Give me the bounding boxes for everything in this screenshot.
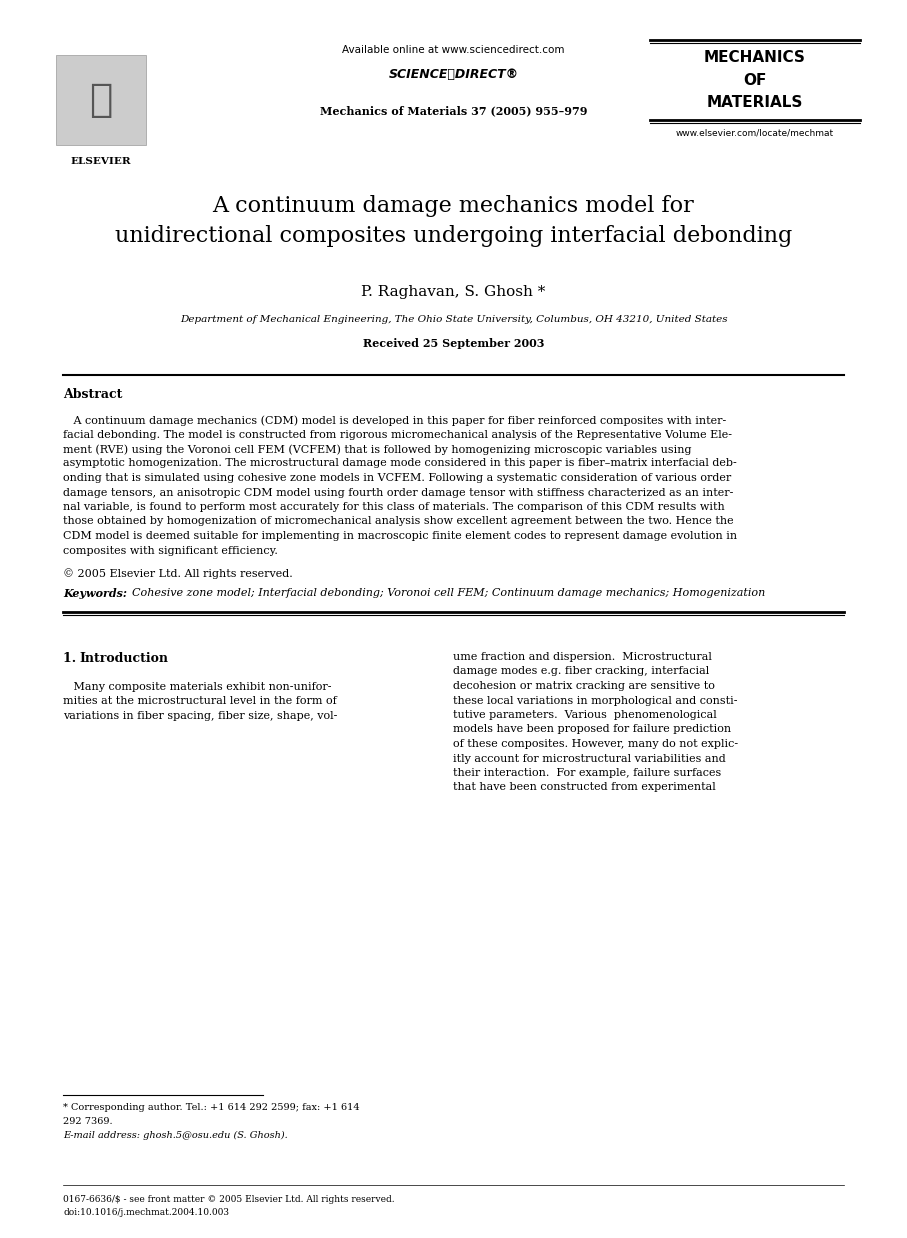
Text: CDM model is deemed suitable for implementing in macroscopic finite element code: CDM model is deemed suitable for impleme… [63, 531, 737, 541]
Text: facial debonding. The model is constructed from rigorous micromechanical analysi: facial debonding. The model is construct… [63, 430, 732, 439]
Text: composites with significant efficiency.: composites with significant efficiency. [63, 546, 278, 556]
Text: A continuum damage mechanics model for: A continuum damage mechanics model for [212, 196, 695, 217]
Text: asymptotic homogenization. The microstructural damage mode considered in this pa: asymptotic homogenization. The microstru… [63, 458, 736, 468]
Text: tutive parameters.  Various  phenomenological: tutive parameters. Various phenomenologi… [453, 711, 717, 721]
Text: P. Raghavan, S. Ghosh *: P. Raghavan, S. Ghosh * [361, 285, 546, 300]
Bar [56, 54, 146, 145]
Text: doi:10.1016/j.mechmat.2004.10.003: doi:10.1016/j.mechmat.2004.10.003 [63, 1208, 229, 1217]
Text: Department of Mechanical Engineering, The Ohio State University, Columbus, OH 43: Department of Mechanical Engineering, Th… [180, 314, 727, 324]
Text: OF: OF [744, 73, 766, 88]
Text: 292 7369.: 292 7369. [63, 1117, 112, 1127]
Text: those obtained by homogenization of micromechanical analysis show excellent agre: those obtained by homogenization of micr… [63, 516, 734, 526]
Text: Available online at www.sciencedirect.com: Available online at www.sciencedirect.co… [342, 45, 565, 54]
Text: that have been constructed from experimental: that have been constructed from experime… [453, 782, 716, 792]
Text: ume fraction and dispersion.  Microstructural: ume fraction and dispersion. Microstruct… [453, 652, 712, 662]
Text: MECHANICS: MECHANICS [704, 50, 806, 66]
Text: itly account for microstructural variabilities and: itly account for microstructural variabi… [453, 754, 726, 764]
Text: decohesion or matrix cracking are sensitive to: decohesion or matrix cracking are sensit… [453, 681, 715, 691]
Text: variations in fiber spacing, fiber size, shape, vol-: variations in fiber spacing, fiber size,… [63, 711, 337, 721]
Text: ⌖: ⌖ [89, 80, 112, 119]
Text: ment (RVE) using the Voronoi cell FEM (VCFEM) that is followed by homogenizing m: ment (RVE) using the Voronoi cell FEM (V… [63, 444, 691, 454]
Text: MATERIALS: MATERIALS [707, 95, 804, 110]
Text: Abstract: Abstract [63, 387, 122, 401]
Text: these local variations in morphological and consti-: these local variations in morphological … [453, 696, 737, 706]
Text: models have been proposed for failure prediction: models have been proposed for failure pr… [453, 724, 731, 734]
Text: E-mail address: ghosh.5@osu.edu (S. Ghosh).: E-mail address: ghosh.5@osu.edu (S. Ghos… [63, 1132, 288, 1140]
Text: of these composites. However, many do not explic-: of these composites. However, many do no… [453, 739, 738, 749]
Text: onding that is simulated using cohesive zone models in VCFEM. Following a system: onding that is simulated using cohesive … [63, 473, 731, 483]
Text: damage modes e.g. fiber cracking, interfacial: damage modes e.g. fiber cracking, interf… [453, 666, 709, 676]
Text: www.elsevier.com/locate/mechmat: www.elsevier.com/locate/mechmat [676, 128, 834, 137]
Text: * Corresponding author. Tel.: +1 614 292 2599; fax: +1 614: * Corresponding author. Tel.: +1 614 292… [63, 1103, 359, 1112]
Text: 0167-6636/$ - see front matter © 2005 Elsevier Ltd. All rights reserved.: 0167-6636/$ - see front matter © 2005 El… [63, 1195, 395, 1205]
Text: Cohesive zone model; Interfacial debonding; Voronoi cell FEM; Continuum damage m: Cohesive zone model; Interfacial debondi… [125, 588, 766, 598]
Text: unidirectional composites undergoing interfacial debonding: unidirectional composites undergoing int… [115, 225, 792, 248]
Text: Introduction: Introduction [79, 652, 168, 665]
Text: nal variable, is found to perform most accurately for this class of materials. T: nal variable, is found to perform most a… [63, 501, 725, 513]
Text: Keywords:: Keywords: [63, 588, 127, 599]
Text: Many composite materials exhibit non-unifor-: Many composite materials exhibit non-uni… [63, 682, 331, 692]
Text: ELSEVIER: ELSEVIER [71, 157, 132, 166]
Text: mities at the microstructural level in the form of: mities at the microstructural level in t… [63, 697, 336, 707]
Text: Received 25 September 2003: Received 25 September 2003 [363, 338, 544, 349]
Text: Mechanics of Materials 37 (2005) 955–979: Mechanics of Materials 37 (2005) 955–979 [320, 105, 587, 116]
Text: SCIENCEⓐDIRECT®: SCIENCEⓐDIRECT® [388, 68, 519, 80]
Text: © 2005 Elsevier Ltd. All rights reserved.: © 2005 Elsevier Ltd. All rights reserved… [63, 568, 293, 579]
Text: 1.: 1. [63, 652, 81, 665]
Text: their interaction.  For example, failure surfaces: their interaction. For example, failure … [453, 768, 721, 777]
Text: damage tensors, an anisotropic CDM model using fourth order damage tensor with s: damage tensors, an anisotropic CDM model… [63, 488, 734, 498]
Text: A continuum damage mechanics (CDM) model is developed in this paper for fiber re: A continuum damage mechanics (CDM) model… [63, 415, 727, 426]
